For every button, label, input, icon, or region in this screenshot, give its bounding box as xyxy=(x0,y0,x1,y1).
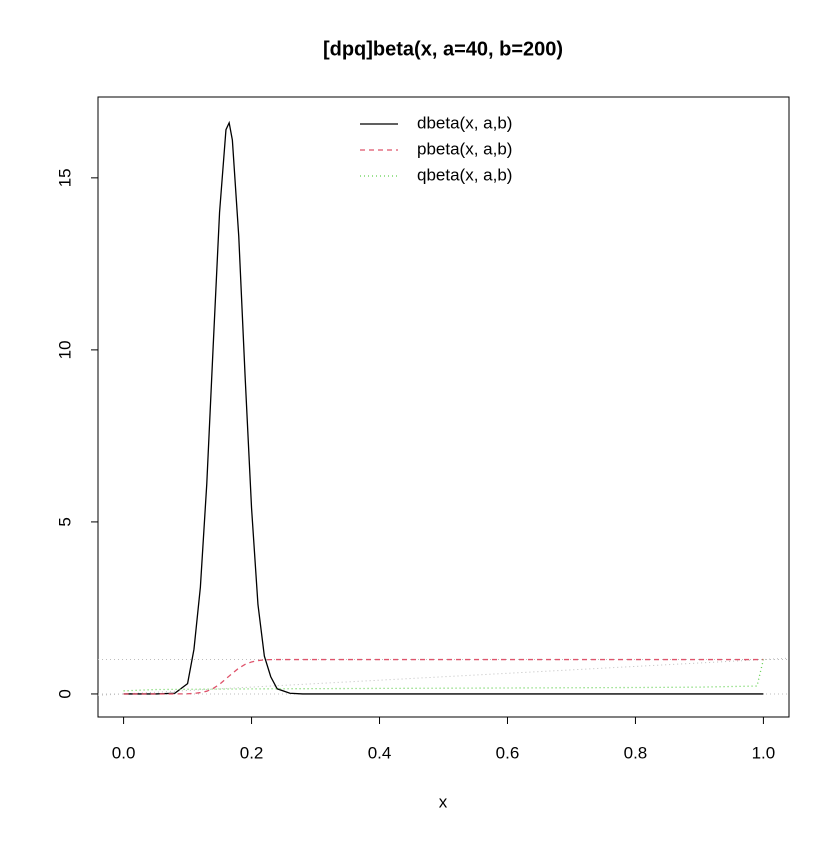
x-tick-label: 0.2 xyxy=(240,743,264,762)
y-tick-label: 5 xyxy=(55,517,74,526)
chart-title: [dpq]beta(x, a=40, b=200) xyxy=(323,38,563,60)
series-line xyxy=(123,658,764,695)
series-line xyxy=(123,659,765,692)
x-tick-label: 0.8 xyxy=(624,743,648,762)
plot-area xyxy=(98,120,789,696)
y-tick-label: 10 xyxy=(55,340,74,359)
series-line xyxy=(123,120,764,695)
reference-abline xyxy=(98,657,789,696)
y-tick-label: 15 xyxy=(55,168,74,187)
x-tick-label: 0.6 xyxy=(496,743,520,762)
x-axis-label: x xyxy=(439,792,448,811)
legend-label: pbeta(x, a,b) xyxy=(417,139,512,158)
legend-label: dbeta(x, a,b) xyxy=(417,113,512,132)
x-tick-label: 0.0 xyxy=(112,743,136,762)
legend-label: qbeta(x, a,b) xyxy=(417,165,512,184)
plot-frame xyxy=(97,96,790,718)
x-tick-label: 0.4 xyxy=(368,743,392,762)
y-tick-label: 0 xyxy=(55,689,74,698)
x-tick-label: 1.0 xyxy=(752,743,776,762)
